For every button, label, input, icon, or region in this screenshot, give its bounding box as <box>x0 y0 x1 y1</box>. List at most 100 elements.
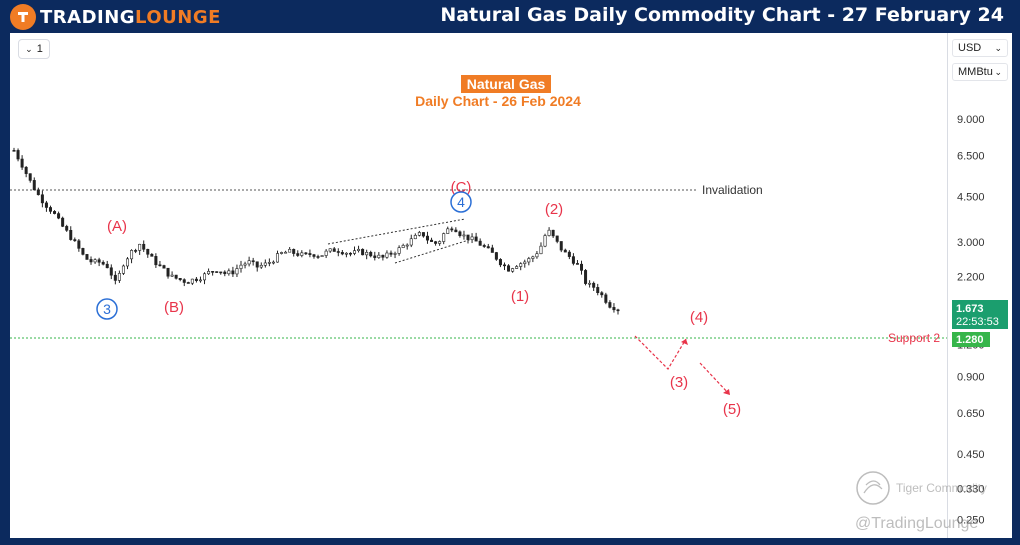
candle-body <box>466 234 470 240</box>
wave-label-B: (B) <box>164 299 184 316</box>
candle-body <box>482 245 486 247</box>
candle-body <box>567 251 571 257</box>
candle-body <box>219 271 223 274</box>
wave-label-2: (2) <box>545 201 563 218</box>
chart-subtitle: Daily Chart - 26 Feb 2024 <box>415 93 581 109</box>
candle-body <box>547 229 551 236</box>
candle-body <box>288 249 292 253</box>
candle-body <box>588 282 592 285</box>
price-tick-label: 4.500 <box>957 192 985 204</box>
candle-body <box>421 232 425 237</box>
candle-body <box>511 268 515 272</box>
candle-body <box>251 260 255 263</box>
candle-body <box>126 258 130 267</box>
candle-body <box>117 273 121 281</box>
price-tick-label: 2.200 <box>957 272 985 284</box>
candle-body <box>316 256 320 258</box>
candle-body <box>389 252 393 255</box>
candle-body <box>340 252 344 255</box>
candle-body <box>271 261 275 264</box>
candle-body <box>381 254 385 258</box>
candle-body <box>450 228 454 231</box>
candle-body <box>580 263 584 271</box>
currency-selector[interactable]: USD ⌄ <box>952 39 1008 57</box>
candle-body <box>324 250 328 256</box>
candle-body <box>438 241 442 244</box>
candle-body <box>304 252 308 255</box>
candle-body <box>608 302 612 308</box>
candle-body <box>150 253 154 257</box>
candle-body <box>373 255 377 258</box>
candle-body <box>263 262 267 266</box>
unit-selector[interactable]: MMBtu ⌄ <box>952 63 1008 81</box>
candle-body <box>239 264 243 269</box>
wave-labels: 3 (A) (B) (C) 4 (1) (2) (3) (4) (5) <box>96 179 741 418</box>
price-axis-divider <box>947 33 948 538</box>
candle-body <box>519 263 523 267</box>
wave-label-3-red: (3) <box>670 374 688 391</box>
currency-label: USD <box>958 42 982 54</box>
wave-label-1: (1) <box>511 288 529 305</box>
candle-body <box>405 244 409 247</box>
page-title: Natural Gas Daily Commodity Chart - 27 F… <box>440 4 1004 26</box>
candle-body <box>612 307 616 311</box>
watermark: Tiger Commodity @TradingLounge <box>855 471 987 532</box>
candle-body <box>166 267 170 277</box>
candle-body <box>134 250 138 252</box>
candle-body <box>377 254 381 258</box>
candle-body <box>498 259 502 266</box>
price-tick-label: 0.650 <box>957 408 985 420</box>
candle-body <box>211 271 215 273</box>
interval-selector[interactable]: ⌄ 1 <box>18 39 50 59</box>
candle-body <box>203 273 207 281</box>
candle-body <box>527 258 531 263</box>
price-tick-label: 0.330 <box>957 484 985 496</box>
candle-body <box>28 173 32 181</box>
candle-body <box>247 260 251 265</box>
candle-body <box>369 252 373 257</box>
candle-body <box>515 266 519 269</box>
support-price-value: 1.280 <box>956 334 984 346</box>
candle-body <box>267 262 271 264</box>
price-tick-label: 9.000 <box>957 114 985 126</box>
candle-body <box>401 245 405 248</box>
invalidation-label: Invalidation <box>702 183 763 197</box>
candle-body <box>85 254 89 260</box>
candle-body <box>61 217 65 227</box>
support-label: Support 2 <box>888 331 940 345</box>
price-axis: 9.0006.5004.5003.0002.2001.2000.9000.650… <box>957 114 985 527</box>
chart-panel[interactable]: ⌄ 1 USD ⌄ MMBtu ⌄ Natural Gas Daily Char… <box>10 33 1012 538</box>
candle-body <box>182 279 186 283</box>
candle-body <box>344 252 348 255</box>
candle-body <box>40 194 44 204</box>
candle-body <box>458 231 462 236</box>
candle-body <box>154 256 158 266</box>
candle-body <box>138 243 142 251</box>
candle-body <box>24 166 28 174</box>
candle-body <box>300 252 304 256</box>
candle-body <box>397 247 401 254</box>
candle-body <box>523 261 527 264</box>
watermark-brand: Tiger Commodity <box>896 481 987 495</box>
candle-body <box>105 263 109 269</box>
wave-circle-4 <box>450 191 472 213</box>
candle-body <box>186 282 190 284</box>
price-tick-label: 0.250 <box>957 515 985 527</box>
candle-body <box>494 252 498 260</box>
unit-label: MMBtu <box>958 66 993 78</box>
price-chart[interactable]: Natural Gas Daily Chart - 26 Feb 2024 In… <box>10 33 1012 538</box>
candle-body <box>215 271 219 273</box>
last-price-countdown: 22:53:53 <box>956 316 999 328</box>
candle-body <box>101 261 105 265</box>
candle-body <box>446 228 450 234</box>
candle-body <box>109 267 113 276</box>
candle-body <box>555 235 559 242</box>
candle-body <box>207 271 211 275</box>
candle-body <box>312 254 316 257</box>
candle-body <box>194 278 198 281</box>
candle-body <box>559 241 563 251</box>
candle-body <box>77 240 81 249</box>
candle-body <box>328 248 332 252</box>
chevron-down-icon: ⌄ <box>994 66 1002 77</box>
candle-body <box>275 253 279 263</box>
